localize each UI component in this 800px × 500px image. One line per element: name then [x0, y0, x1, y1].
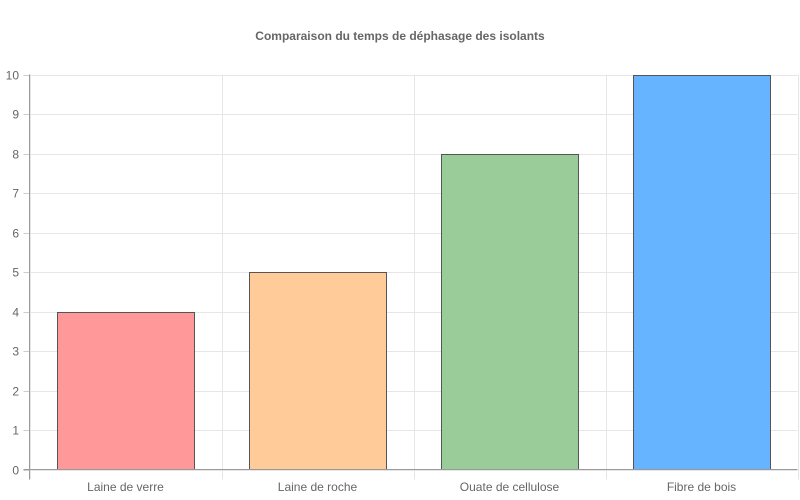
x-tick-label: Ouate de cellulose [460, 480, 560, 494]
y-tick-label: 10 [6, 69, 20, 83]
y-tick-label: 4 [12, 306, 19, 320]
y-tick-label: 6 [12, 227, 19, 241]
y-axis-ticks: 0 1 2 3 4 5 6 7 8 9 10 [6, 69, 20, 478]
y-tick-label: 8 [12, 148, 19, 162]
y-tick-label: 2 [12, 385, 19, 399]
bar-laine-de-verre [57, 312, 195, 470]
y-tick-label: 1 [12, 424, 19, 438]
x-axis-ticks: Laine de verre Laine de roche Ouate de cel… [87, 480, 736, 494]
y-tick-label: 3 [12, 345, 19, 359]
y-tick-label: 9 [12, 108, 19, 122]
x-tick-label: Laine de verre [87, 480, 164, 494]
y-tick-label: 7 [12, 187, 19, 201]
bar-fibre-de-bois [633, 75, 771, 470]
bars [57, 75, 771, 470]
bar-laine-de-roche [249, 272, 387, 470]
bar-ouate-de-cellulose [441, 154, 579, 470]
y-tick-label: 0 [12, 464, 19, 478]
x-tick-label: Laine de roche [278, 480, 358, 494]
chart-title: Comparaison du temps de déphasage des is… [255, 29, 545, 43]
axes [23, 74, 798, 480]
x-tick-label: Fibre de bois [667, 480, 736, 494]
y-tick-label: 5 [12, 266, 19, 280]
